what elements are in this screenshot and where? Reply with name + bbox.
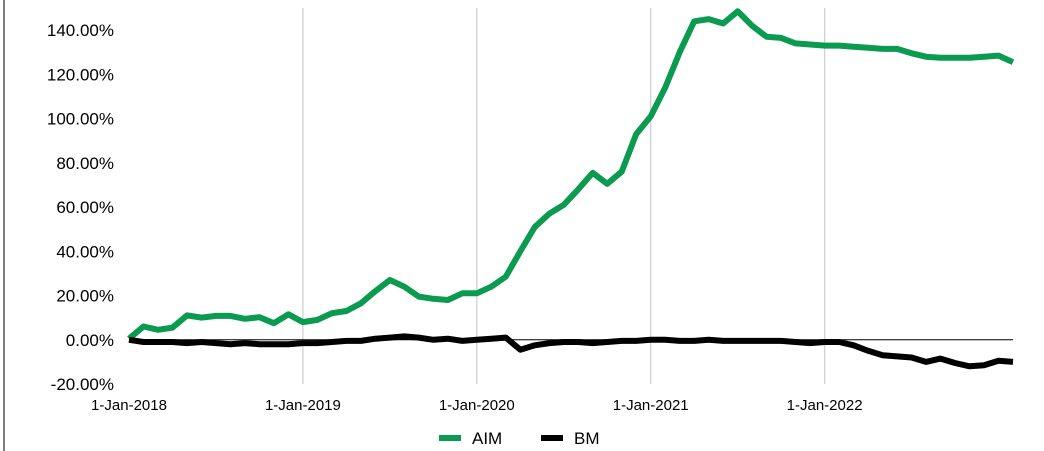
y-tick-label: 120.00% bbox=[47, 65, 114, 84]
y-tick-label: 140.00% bbox=[47, 21, 114, 40]
x-tick-label: 1-Jan-2020 bbox=[439, 397, 515, 414]
grid-lines bbox=[302, 8, 826, 384]
series-line-aim bbox=[127, 8, 1015, 341]
y-tick-label: 60.00% bbox=[56, 198, 114, 217]
x-tick-label: 1-Jan-2022 bbox=[787, 397, 863, 414]
series-line-bm bbox=[128, 333, 1014, 370]
x-tick-label: 1-Jan-2018 bbox=[91, 397, 167, 414]
y-tick-label: 100.00% bbox=[47, 110, 114, 129]
x-axis-tick-labels: 1-Jan-2018 1-Jan-2019 1-Jan-2020 1-Jan-2021… bbox=[91, 397, 862, 414]
x-tick-label: 1-Jan-2021 bbox=[613, 397, 689, 414]
legend-label-aim: AIM bbox=[472, 429, 502, 448]
x-tick-label: 1-Jan-2019 bbox=[265, 397, 341, 414]
y-tick-label: 80.00% bbox=[56, 154, 114, 173]
y-tick-label: -20.00% bbox=[51, 375, 114, 394]
y-tick-label: 40.00% bbox=[56, 242, 114, 261]
legend-label-bm: BM bbox=[574, 429, 600, 448]
y-axis-tick-labels: 140.00% 120.00% 100.00% 80.00% 60.00% 40.00% 2… bbox=[47, 21, 114, 394]
y-tick-label: 0.00% bbox=[66, 331, 114, 350]
legend: AIM BM bbox=[439, 429, 600, 448]
y-tick-label: 20.00% bbox=[56, 287, 114, 306]
series-lines bbox=[127, 8, 1015, 370]
